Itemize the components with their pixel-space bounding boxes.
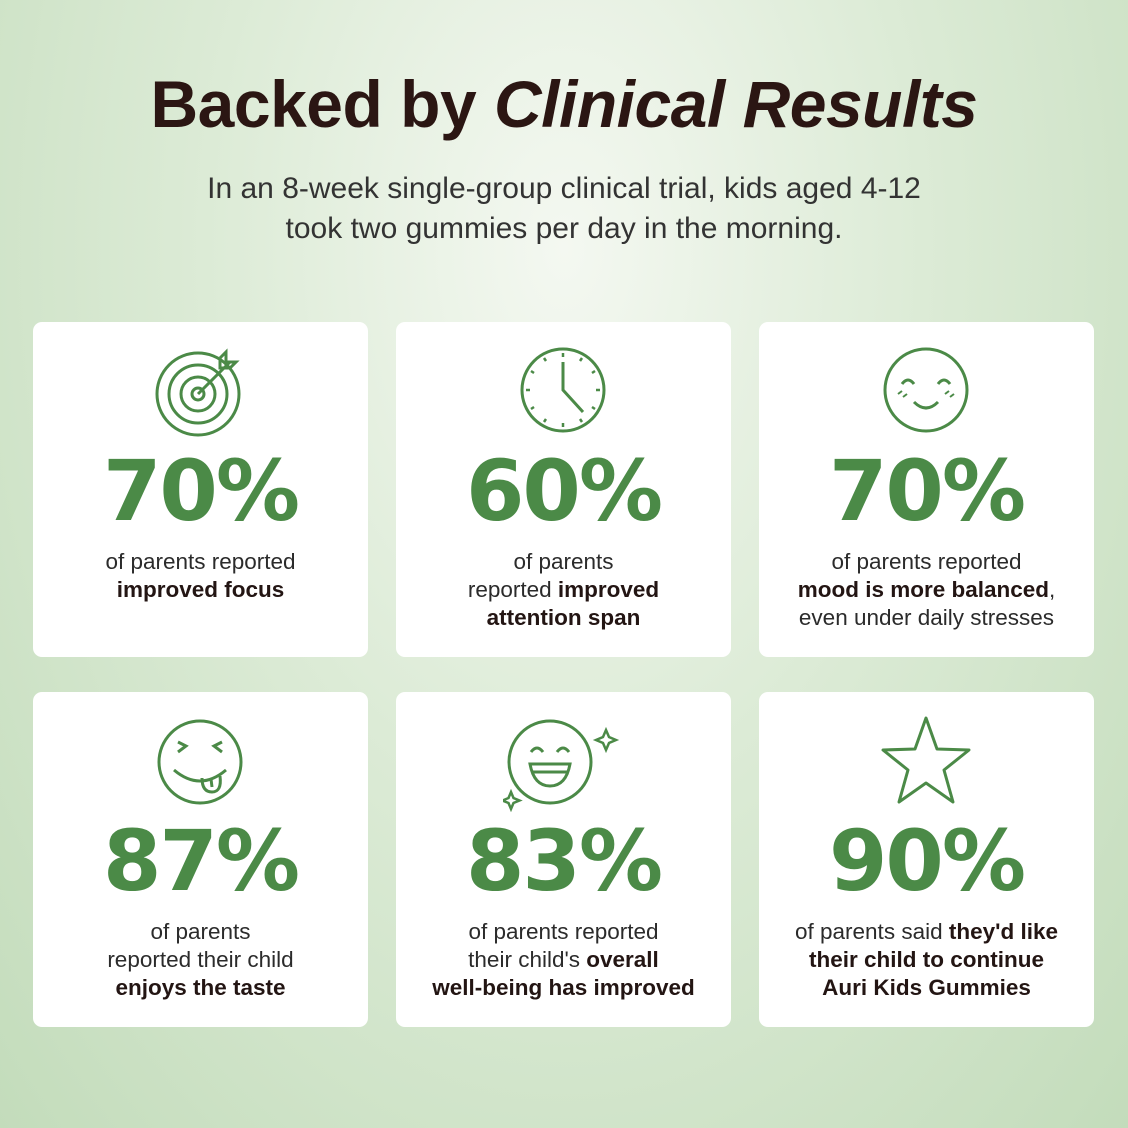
stat-description: of parents said they'd like their child t… <box>759 918 1094 1002</box>
laugh-icon <box>503 719 620 812</box>
emphasis-text: they'd like <box>948 919 1058 944</box>
stat-description: of parents reported mood is more balanced… <box>759 548 1094 632</box>
stat-value: 60% <box>465 442 663 540</box>
target-icon <box>155 348 241 437</box>
emphasis-text: attention span <box>486 605 641 630</box>
description-line: improved focus <box>33 576 368 604</box>
clock-icon <box>520 347 606 433</box>
description-line: mood is more balanced, <box>759 576 1094 604</box>
star-icon <box>881 716 971 804</box>
title-italic: Clinical Results <box>494 67 978 141</box>
description-line: of parents <box>33 918 368 946</box>
subtitle-line: In an 8-week single-group clinical trial… <box>207 172 921 205</box>
emphasis-text: enjoys the taste <box>115 975 286 1000</box>
plain-text: , <box>1049 577 1056 602</box>
stat-value: 70% <box>102 442 300 540</box>
plain-text: even under daily stresses <box>798 605 1055 630</box>
stat-description: of parents reported improved focus <box>33 548 368 604</box>
plain-text: of parents reported <box>105 549 296 574</box>
plain-text: their child's <box>468 947 587 972</box>
description-line: even under daily stresses <box>759 604 1094 632</box>
description-line: well-being has improved <box>396 974 731 1002</box>
stat-card: 83% of parents reported their child's over… <box>396 692 731 1027</box>
stat-value: 70% <box>828 442 1026 540</box>
stat-card: 90% of parents said they'd like their chil… <box>759 692 1094 1027</box>
description-line: of parents reported <box>396 918 731 946</box>
stat-card: 70% of parents reported improved focus <box>33 322 368 657</box>
yum-icon <box>157 719 243 805</box>
emphasis-text: Auri Kids Gummies <box>822 975 1031 1000</box>
emphasis-text: mood is more balanced <box>797 577 1050 602</box>
emphasis-text: their child to continue <box>809 947 1044 972</box>
stat-value: 90% <box>828 812 1026 910</box>
stat-description: of parents reported their child enjoys the… <box>33 918 368 1002</box>
emphasis-text: well-being has improved <box>432 975 695 1000</box>
plain-text: reported their child <box>107 947 294 972</box>
smile-icon <box>883 347 969 433</box>
emphasis-text: improved focus <box>116 577 285 602</box>
description-line: attention span <box>396 604 731 632</box>
stat-card: 70% of parents reported mood is more balan… <box>759 322 1094 657</box>
description-line: Auri Kids Gummies <box>759 974 1094 1002</box>
description-line: of parents reported <box>33 548 368 576</box>
stat-description: of parents reported their child's overall… <box>396 918 731 1002</box>
description-line: their child's overall <box>396 946 731 974</box>
plain-text: of parents reported <box>831 549 1022 574</box>
plain-text: of parents <box>150 919 251 944</box>
description-line: reported improved <box>396 576 731 604</box>
title: Backed by Clinical Results <box>0 66 1128 142</box>
subtitle-line: took two gummies per day in the morning. <box>285 212 843 245</box>
stat-value: 87% <box>102 812 300 910</box>
emphasis-text: overall <box>586 947 659 972</box>
plain-text: of parents <box>513 549 614 574</box>
stat-value: 83% <box>465 812 663 910</box>
stat-description: of parents reported improved attention spa… <box>396 548 731 632</box>
description-line: their child to continue <box>759 946 1094 974</box>
description-line: of parents reported <box>759 548 1094 576</box>
description-line: enjoys the taste <box>33 974 368 1002</box>
plain-text: of parents reported <box>468 919 659 944</box>
plain-text: reported <box>467 577 558 602</box>
stat-card: 87% of parents reported their child enjoys … <box>33 692 368 1027</box>
description-line: of parents said they'd like <box>759 918 1094 946</box>
description-line: of parents <box>396 548 731 576</box>
title-plain: Backed by <box>150 67 494 141</box>
emphasis-text: improved <box>557 577 660 602</box>
stat-card: 60% of parents reported improved attention … <box>396 322 731 657</box>
description-line: reported their child <box>33 946 368 974</box>
plain-text: of parents said <box>795 919 949 944</box>
